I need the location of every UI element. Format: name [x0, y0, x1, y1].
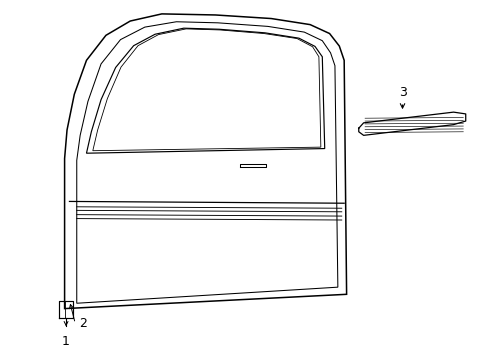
Text: 2: 2: [79, 317, 87, 330]
Text: 3: 3: [398, 86, 406, 99]
Text: 1: 1: [62, 336, 70, 348]
